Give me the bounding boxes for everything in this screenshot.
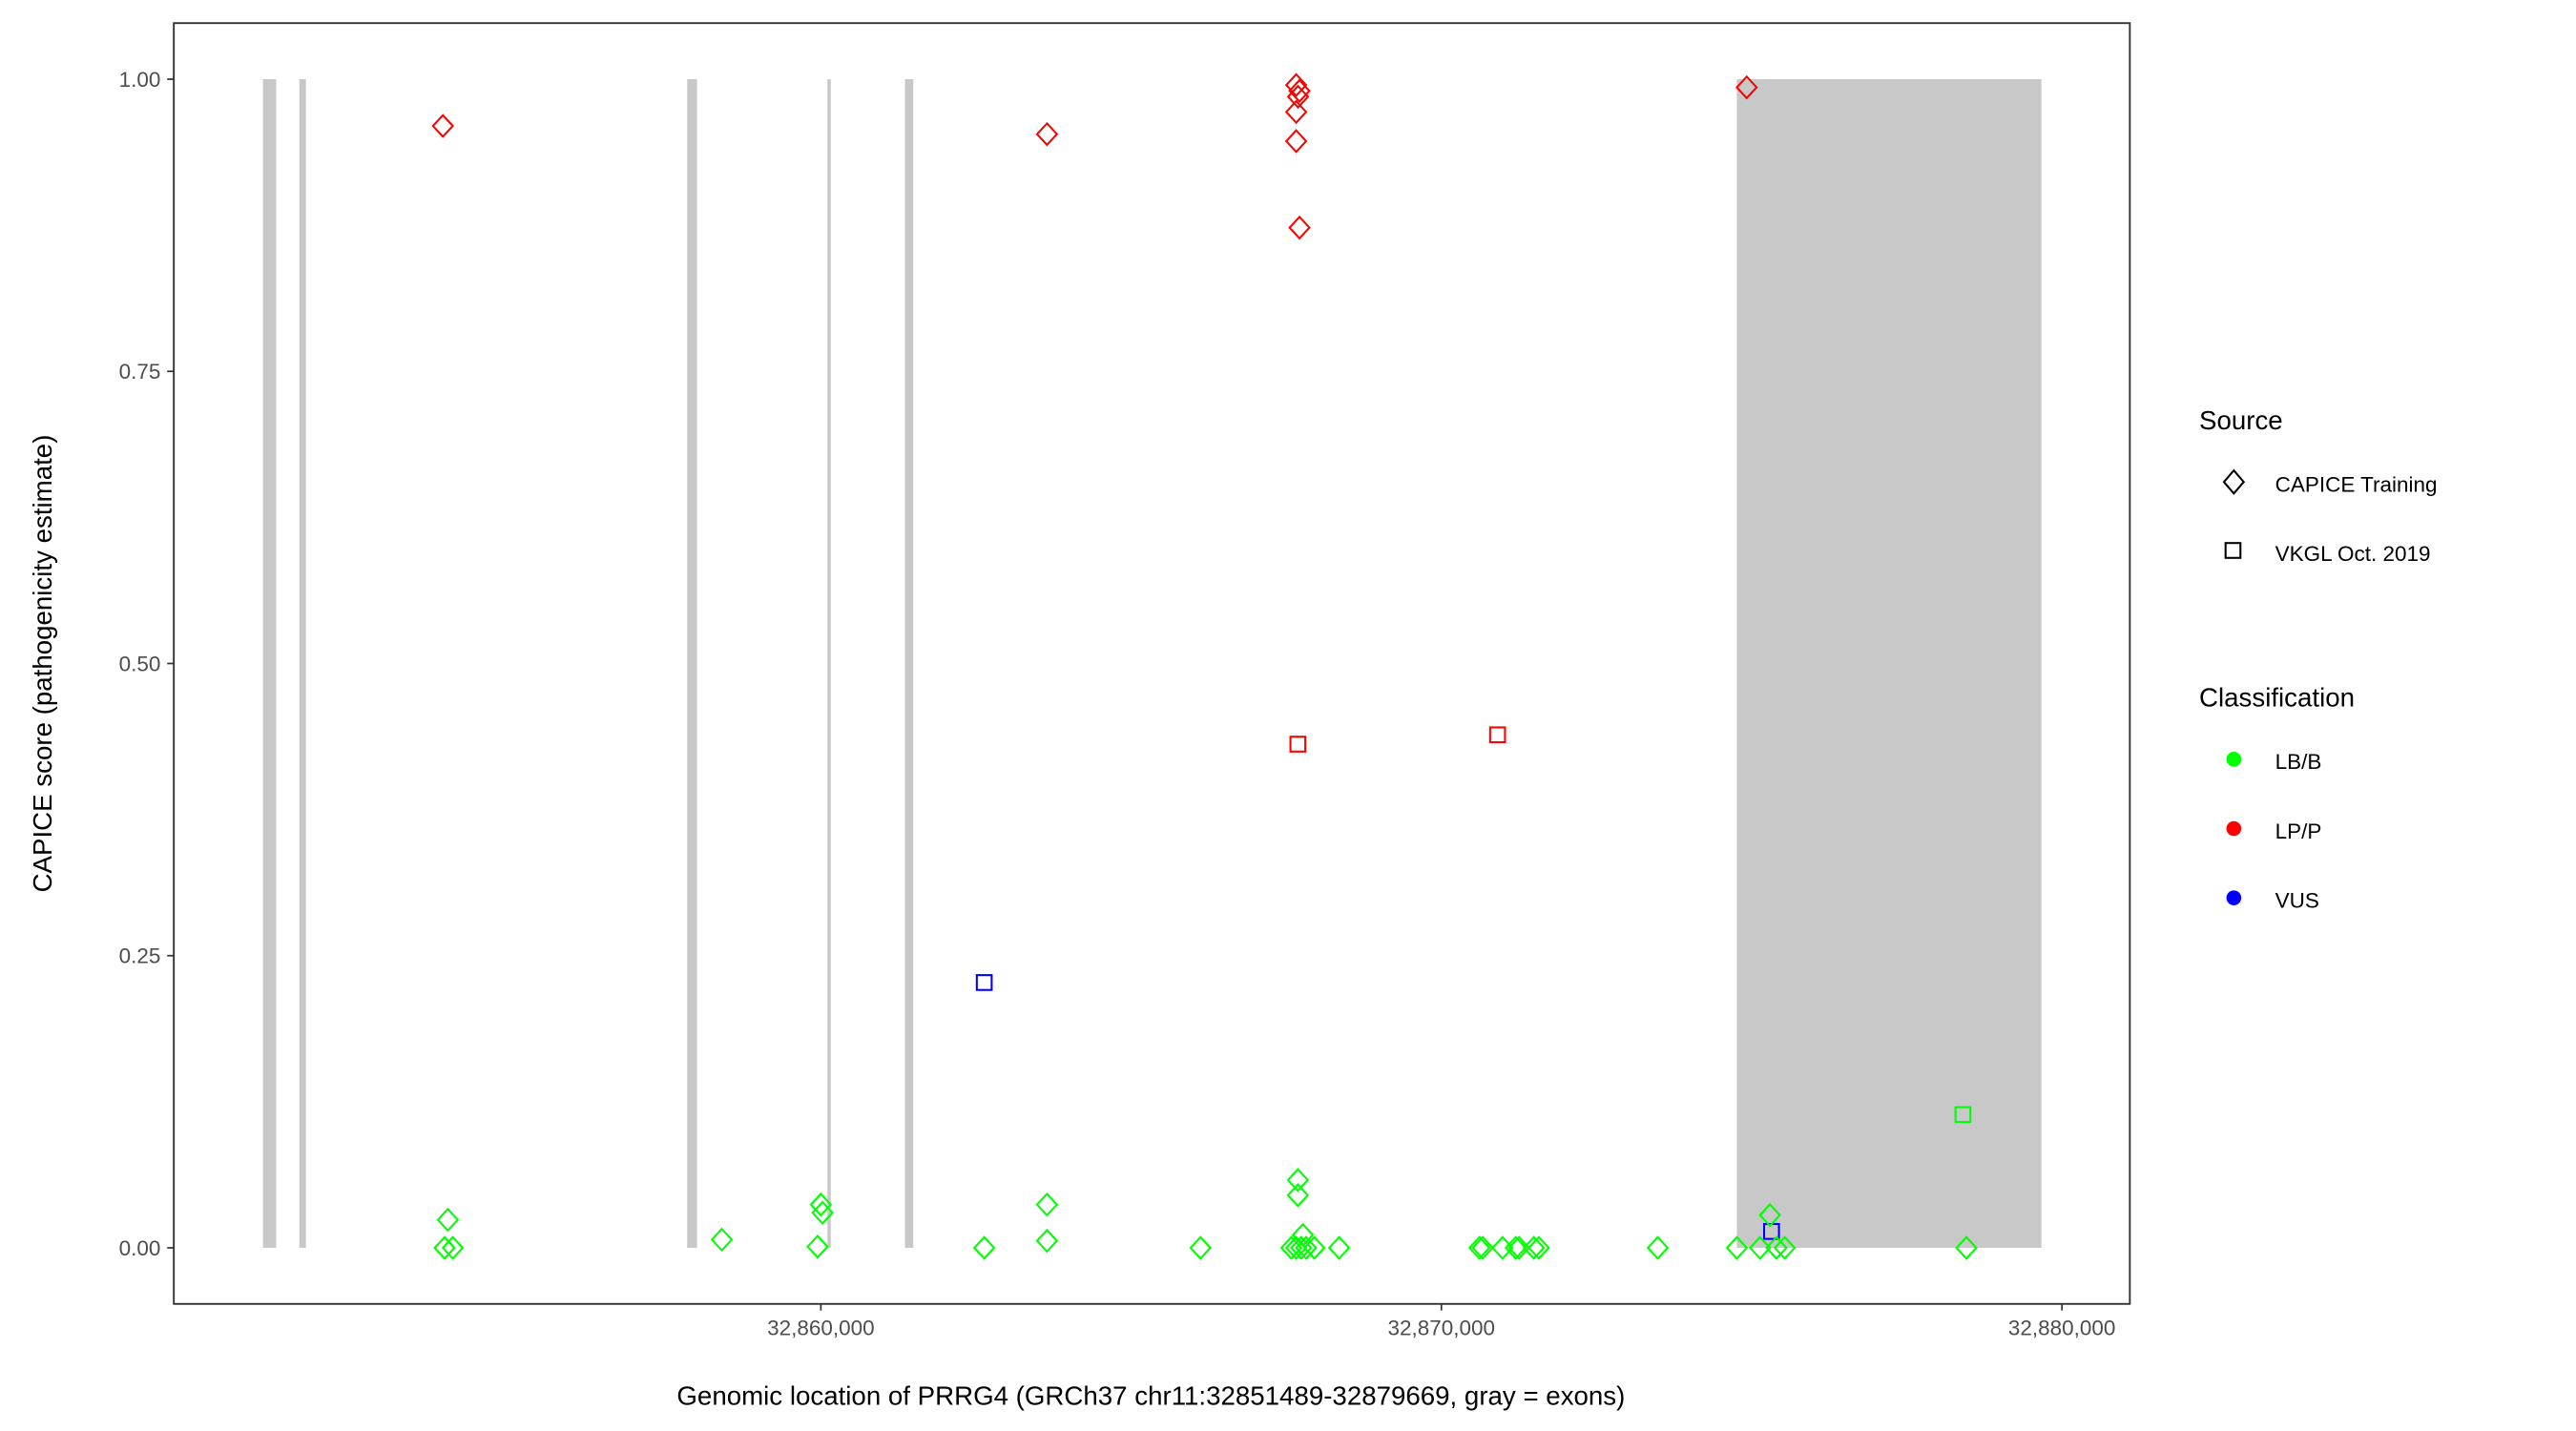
x-axis-title: Genomic location of PRRG4 (GRCh37 chr11:…: [676, 1380, 1625, 1410]
x-tick-label: 32,870,000: [1388, 1317, 1496, 1340]
legend-item-capice-training: CAPICE Training: [2222, 468, 2438, 497]
capice-training-point: [1295, 1235, 1318, 1260]
capice-training-point: [431, 114, 454, 138]
exon-band: [262, 79, 277, 1248]
exon-band: [827, 79, 831, 1248]
capice-training-point: [710, 1227, 734, 1253]
capice-training-point: [1765, 1235, 1788, 1260]
capice-training-point: [1748, 1235, 1772, 1260]
y-tick-label: 1.00: [119, 68, 161, 92]
capice-training-point: [1522, 1235, 1546, 1260]
capice-training-point: [1035, 1228, 1059, 1254]
capice-training-point: [1284, 1235, 1308, 1260]
x-axis: 32,860,000 32,870,000 32,880,000: [767, 1303, 2116, 1340]
vkgl-point: [975, 974, 993, 991]
capice-training-point: [1035, 121, 1059, 147]
capice-training-point: [972, 1235, 996, 1260]
capice-training-point: [1735, 74, 1758, 100]
vkgl-point: [1954, 1106, 1972, 1124]
y-axis-title: CAPICE score (pathogenicity estimate): [28, 435, 57, 893]
y-tick-label: 0.75: [119, 360, 161, 384]
dot-icon: [2226, 890, 2242, 905]
y-tick-label: 0.00: [119, 1236, 161, 1260]
exon-band: [299, 79, 306, 1248]
capice-training-point: [441, 1235, 465, 1260]
legend-label: LB/B: [2275, 750, 2322, 774]
y-tick-label: 0.50: [119, 652, 161, 675]
capice-training-point: [1646, 1235, 1670, 1260]
capice-training-point: [1288, 215, 1311, 240]
capice-training-point: [1758, 1202, 1781, 1228]
legend-class-title: Classification: [2199, 682, 2355, 712]
capice-training-point: [1189, 1235, 1213, 1260]
vkgl-point: [1488, 726, 1506, 744]
capice-training-point: [1286, 84, 1310, 110]
capice-training-point: [809, 1192, 833, 1217]
legend-label: CAPICE Training: [2275, 473, 2438, 497]
exon-band: [1736, 79, 2042, 1248]
legend-item-vus: VUS: [2226, 889, 2319, 913]
capice-training-point: [1327, 1235, 1351, 1260]
capice-training-point: [1773, 1235, 1797, 1260]
legend-source-title: Source: [2199, 405, 2283, 435]
x-tick-label: 32,880,000: [2008, 1317, 2116, 1340]
capice-training-point: [1286, 1183, 1310, 1208]
capice-training-point: [1504, 1235, 1527, 1260]
y-axis: 0.00 0.25 0.50 0.75 1.00: [119, 68, 175, 1260]
capice-training-point: [1279, 1235, 1303, 1260]
dot-icon: [2226, 752, 2242, 767]
capice-training-point: [1725, 1235, 1749, 1260]
capice-training-point: [1467, 1235, 1491, 1260]
capice-training-point: [436, 1207, 460, 1233]
capice-training-point: [433, 1235, 456, 1260]
capice-training-point: [1302, 1235, 1326, 1260]
exon-band: [687, 79, 697, 1248]
dot-icon: [2226, 820, 2242, 837]
x-tick-label: 32,860,000: [767, 1317, 875, 1340]
capice-training-point: [1284, 129, 1308, 154]
capice-training-point: [1284, 99, 1308, 125]
capice-training-point: [1527, 1235, 1550, 1260]
square-icon: [2224, 542, 2242, 559]
capice-training-point: [1035, 1192, 1059, 1217]
legend-label: VKGL Oct. 2019: [2275, 542, 2431, 566]
legend-label: VUS: [2275, 889, 2319, 913]
legend: Source CAPICE Training VKGL Oct. 2019 Cl…: [2199, 405, 2438, 913]
capice-training-point: [1284, 73, 1308, 97]
legend-label: LP/P: [2275, 819, 2322, 843]
vkgl-point: [1289, 736, 1307, 753]
legend-item-vkgl: VKGL Oct. 2019: [2224, 542, 2431, 566]
data-points: [431, 73, 1978, 1260]
capice-training-point: [1288, 78, 1311, 104]
legend-item-lbb: LB/B: [2226, 750, 2322, 774]
capice-training-point: [811, 1200, 834, 1226]
diamond-icon: [2222, 468, 2246, 495]
exon-bands: [262, 79, 2042, 1248]
capice-training-point: [1471, 1235, 1494, 1260]
capice-training-point: [1507, 1235, 1530, 1260]
capice-training-point: [1955, 1235, 1978, 1260]
capice-training-point: [806, 1234, 829, 1259]
y-tick-label: 0.25: [119, 944, 161, 968]
capice-training-point: [1286, 1168, 1310, 1192]
exon-band: [904, 79, 914, 1248]
legend-item-lpp: LP/P: [2226, 819, 2322, 843]
